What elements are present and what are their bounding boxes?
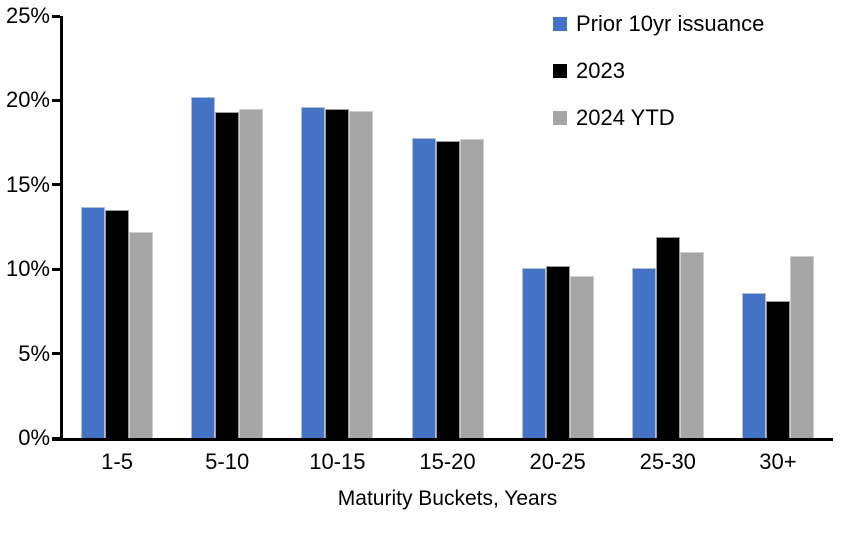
bar-prior-10yr-issuance-10-15 (301, 107, 326, 438)
legend-label: Prior 10yr issuance (576, 11, 765, 36)
x-category-label: 5-10 (205, 449, 250, 474)
bar-2024-ytd-25-30 (679, 252, 704, 438)
legend-item-prior-10yr-issuance: Prior 10yr issuance (553, 12, 764, 36)
bar-2024-ytd-30- (789, 255, 814, 438)
y-tick (52, 98, 60, 102)
bar-2024-ytd-20-25 (569, 275, 594, 438)
legend-item-2023: 2023 (553, 59, 764, 83)
y-tick-label: 20% (5, 87, 50, 113)
bar-2023-10-15 (325, 108, 350, 438)
x-category-label: 10-15 (309, 449, 366, 474)
y-tick-label: 0% (18, 425, 50, 450)
y-tick (52, 14, 60, 18)
y-tick (52, 436, 60, 440)
y-tick-label: 15% (5, 171, 50, 197)
x-category-label: 15-20 (419, 449, 476, 474)
bar-prior-10yr-issuance-20-25 (521, 267, 546, 438)
bar-2023-1-5 (105, 210, 130, 438)
x-category-label: 20-25 (529, 449, 586, 474)
y-tick-label: 5% (18, 340, 50, 366)
bar-prior-10yr-issuance-1-5 (81, 206, 106, 438)
bar-2024-ytd-15-20 (459, 139, 484, 438)
legend-swatch-icon (553, 64, 567, 78)
legend-label: 2024 YTD (576, 105, 675, 130)
bar-2023-15-20 (435, 140, 460, 438)
bar-2023-25-30 (655, 237, 680, 438)
x-axis-title: Maturity Buckets, Years (337, 487, 558, 510)
plot-area (52, 14, 833, 441)
bar-prior-10yr-issuance-15-20 (411, 137, 436, 438)
bar-2024-ytd-10-15 (349, 110, 374, 438)
bar-2024-ytd-1-5 (129, 232, 154, 438)
x-axis-line (52, 438, 833, 441)
bar-2024-ytd-5-10 (239, 108, 264, 438)
legend-item-2024-ytd: 2024 YTD (553, 106, 764, 130)
bar-2023-5-10 (215, 112, 240, 438)
x-category-label: 25-30 (639, 449, 696, 474)
y-tick-label: 10% (5, 256, 50, 282)
x-category-label: 1-5 (101, 449, 133, 474)
bar-prior-10yr-issuance-30- (741, 292, 766, 438)
y-axis-line (60, 16, 63, 441)
y-tick (52, 267, 60, 271)
bar-2023-20-25 (545, 265, 570, 438)
y-tick (52, 352, 60, 356)
y-tick-label: 25% (5, 3, 50, 28)
legend: Prior 10yr issuance 2023 2024 YTD (553, 12, 764, 130)
bar-prior-10yr-issuance-5-10 (191, 97, 216, 438)
legend-swatch-icon (553, 111, 567, 125)
y-tick (52, 183, 60, 187)
legend-label: 2023 (576, 58, 625, 83)
legend-swatch-icon (553, 17, 567, 31)
bar-prior-10yr-issuance-25-30 (631, 267, 656, 438)
x-category-label: 30+ (759, 449, 797, 474)
bar-2023-30- (765, 301, 790, 438)
